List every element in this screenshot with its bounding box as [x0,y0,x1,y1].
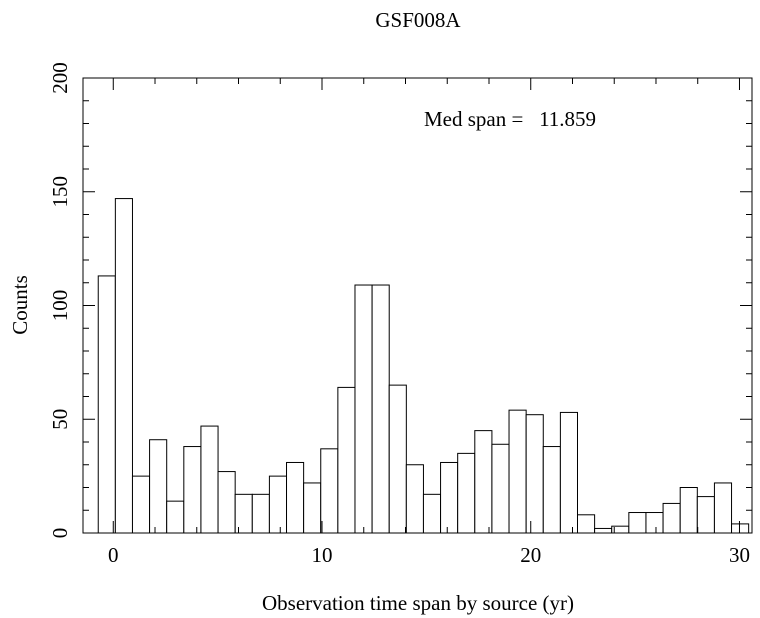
bar [662,502,681,534]
x-tick-label: 20 [520,543,541,567]
bar [114,198,133,534]
bar [422,493,442,534]
bar [594,527,613,534]
bar [251,493,270,534]
bar [628,512,647,534]
bar [303,482,322,534]
bar [696,496,715,534]
bar [286,461,305,534]
bar [508,409,527,534]
annotation: Med span = 11.859 [424,107,596,131]
bar [731,523,750,534]
x-tick-label: 0 [108,543,119,567]
bar [131,475,151,534]
bar [559,411,578,534]
chart-title: GSF008A [375,8,461,32]
bar [525,414,544,534]
bar [388,384,407,534]
y-axis-label: Counts [8,275,32,335]
bar [645,512,664,534]
bar [337,386,356,534]
bar [200,425,219,534]
bar [457,452,476,534]
bar [354,284,373,534]
x-tick-label: 30 [729,543,750,567]
bar [320,448,339,534]
bar [97,275,116,534]
y-tick-label: 100 [48,290,72,322]
bar [166,500,185,534]
x-axis-label: Observation time span by source (yr) [262,591,574,615]
bar [268,475,288,534]
y-tick-label: 200 [48,62,72,94]
bar [149,439,168,534]
y-tick-label: 50 [48,409,72,430]
y-tick-label: 150 [48,176,72,208]
x-tick-label: 10 [312,543,333,567]
bar [440,461,459,534]
bar [474,430,493,534]
bar [371,284,390,534]
bar [713,482,733,534]
bar [576,514,596,534]
bar [491,443,510,534]
bar [542,446,561,534]
bar [679,487,698,534]
bar [217,471,236,534]
bar [234,493,253,534]
y-tick-label: 0 [48,528,72,539]
bar [183,446,202,534]
bar [405,464,424,534]
